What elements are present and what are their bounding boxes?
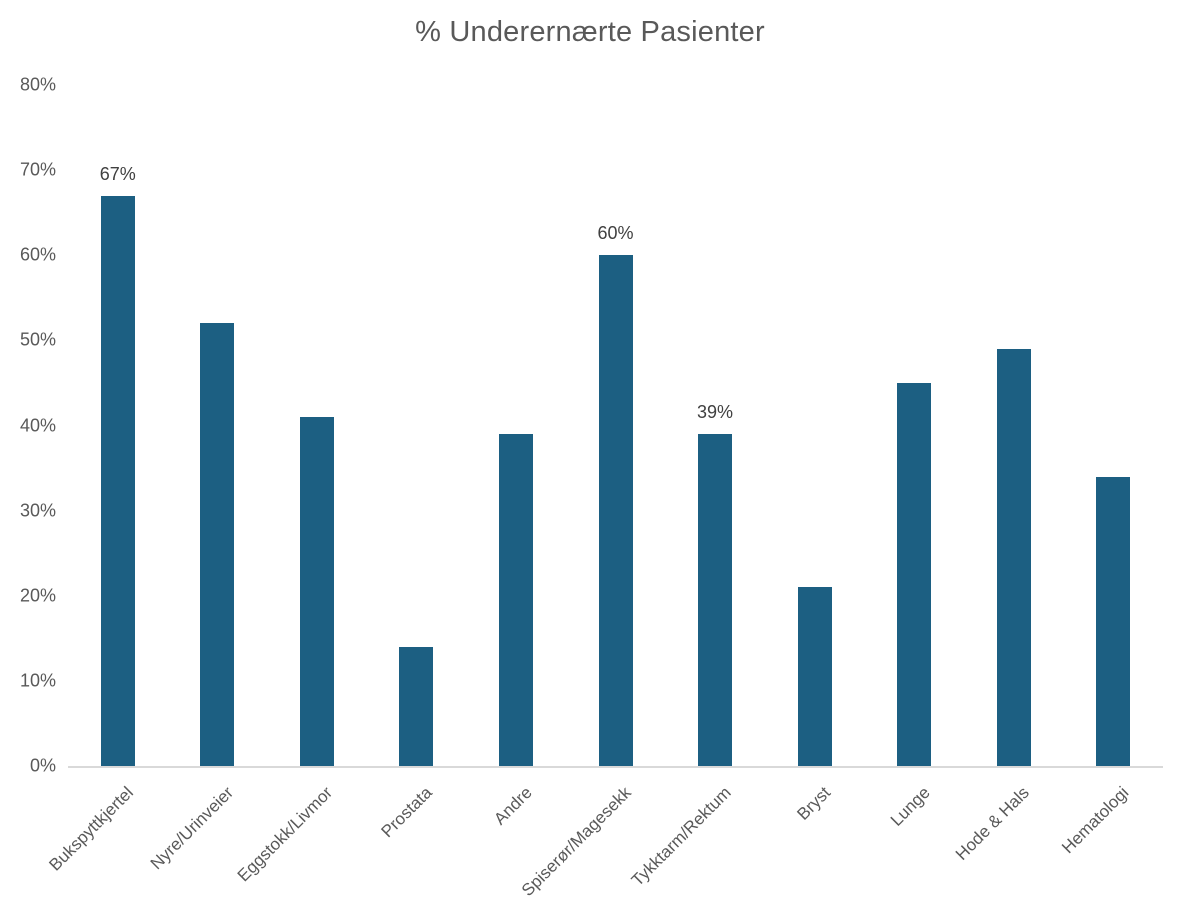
x-tick-label: Lunge [886, 783, 934, 830]
bar-hematologi [1096, 476, 1131, 766]
x-tick-label: Spiserør/Magesekk [517, 783, 635, 900]
bar-lunge [897, 382, 932, 766]
y-tick-label: 40% [19, 415, 56, 435]
bar-data-label: 39% [697, 402, 734, 422]
bar-prostata [399, 646, 434, 766]
y-tick-label: 0% [29, 755, 56, 776]
x-tick-label: Nyre/Urinveier [146, 783, 237, 874]
y-tick-label: 20% [19, 585, 56, 606]
x-axis-line [68, 766, 1163, 768]
bar-hode-hals [996, 348, 1031, 766]
bar-bryst [797, 587, 832, 766]
bar-eggstokk-livmor [299, 416, 334, 766]
y-tick-label: 30% [19, 500, 56, 521]
y-tick-label: 60% [19, 244, 56, 265]
bar-nyre-urinveier [200, 323, 235, 766]
bar-bukspyttkjertel [100, 195, 135, 766]
bar-spiserør-magesekk [598, 255, 633, 766]
y-tick-label: 10% [19, 670, 56, 691]
x-tick-label: Bukspyttkjertel [45, 783, 138, 875]
x-tick-label: Tykktarm/Rektum [627, 783, 735, 890]
bar-andre [498, 434, 533, 766]
x-tick-label: Andre [489, 783, 536, 829]
bar-tykktarm-rektum [698, 434, 733, 766]
x-tick-label: Hematologi [1058, 783, 1133, 858]
y-tick-label: 80% [19, 74, 56, 95]
bar-data-label: 60% [597, 223, 634, 244]
y-tick-label: 50% [19, 329, 56, 350]
x-tick-label: Prostata [377, 783, 436, 842]
bar-data-label: 67% [99, 163, 136, 184]
y-tick-label: 70% [19, 159, 56, 180]
x-tick-label: Eggstokk/Livmor [234, 783, 337, 886]
x-tick-label: Hode & Hals [952, 783, 1034, 864]
x-tick-label: Bryst [793, 783, 835, 824]
chart-title: % Underernærte Pasienter [415, 16, 765, 48]
